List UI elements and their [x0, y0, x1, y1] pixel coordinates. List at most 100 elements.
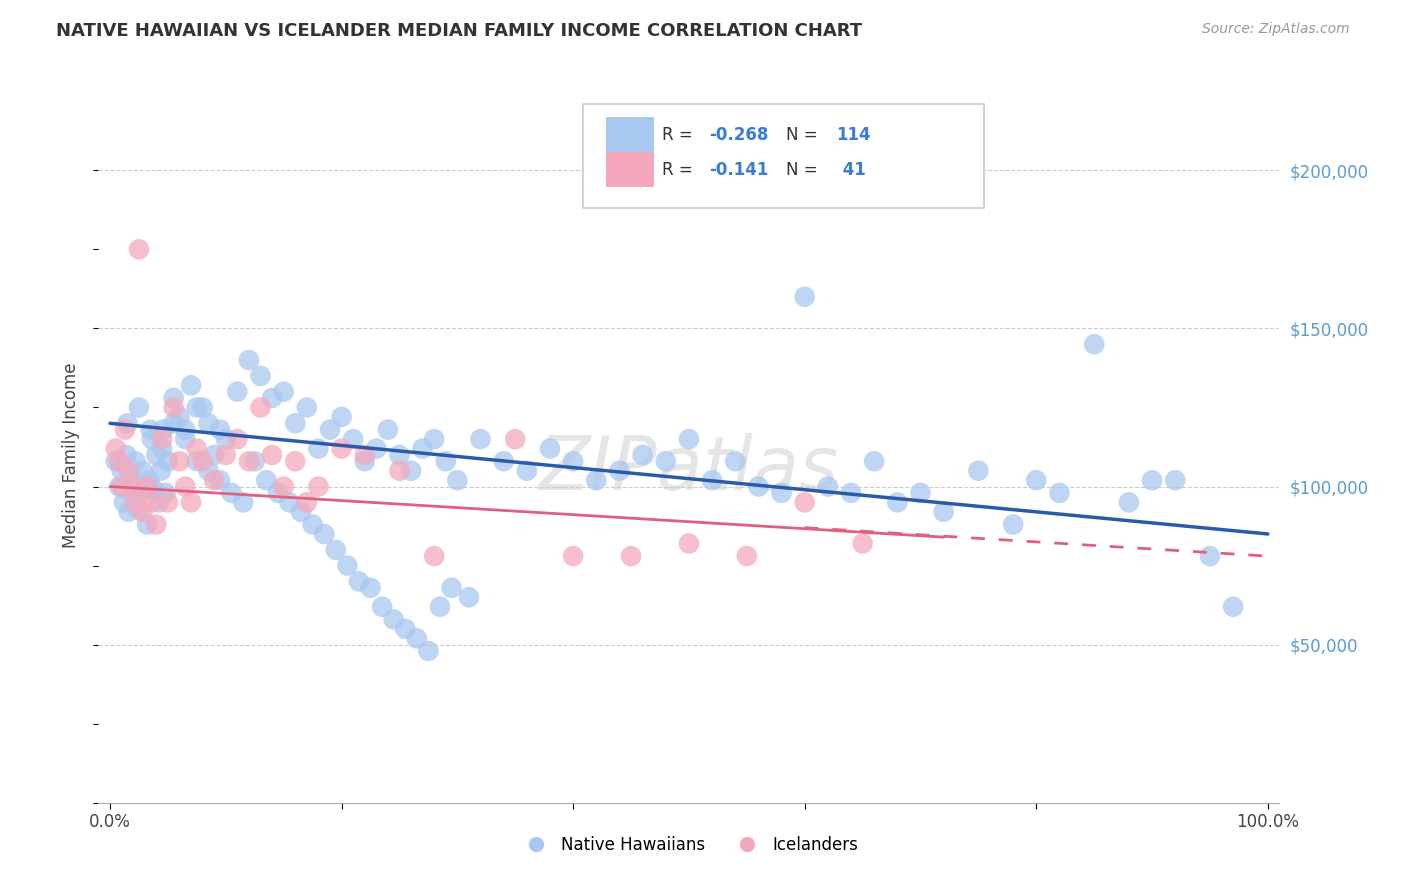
Point [148, 495, 170, 509]
Point [243, 454, 266, 468]
Point [108, 479, 131, 493]
Point [149, 464, 172, 478]
Point [197, 464, 219, 478]
Point [314, 527, 336, 541]
Point [155, 486, 177, 500]
Point [347, 574, 370, 589]
Point [249, 401, 271, 415]
Point [163, 401, 186, 415]
Point [163, 417, 186, 431]
Point [208, 423, 231, 437]
Point [117, 505, 139, 519]
Point [128, 401, 150, 415]
Point [191, 401, 214, 415]
Point [371, 599, 394, 614]
Point [360, 581, 382, 595]
Point [423, 432, 446, 446]
Point [700, 473, 723, 487]
Text: R =: R = [662, 126, 697, 144]
Point [232, 495, 254, 509]
Point [562, 454, 585, 468]
Text: NATIVE HAWAIIAN VS ICELANDER MEDIAN FAMILY INCOME CORRELATION CHART: NATIVE HAWAIIAN VS ICELANDER MEDIAN FAMI… [56, 22, 862, 40]
Point [117, 417, 139, 431]
FancyBboxPatch shape [582, 103, 984, 208]
Point [150, 432, 173, 446]
Point [249, 368, 271, 383]
Point [446, 473, 468, 487]
Point [330, 442, 353, 456]
Point [131, 464, 153, 478]
Point [1083, 337, 1105, 351]
Text: 114: 114 [837, 126, 872, 144]
Point [180, 495, 202, 509]
Point [136, 517, 159, 532]
Point [516, 464, 538, 478]
Point [852, 536, 875, 550]
Point [127, 501, 149, 516]
Point [114, 423, 136, 437]
Point [405, 632, 427, 646]
Text: R =: R = [662, 161, 697, 178]
Point [434, 454, 457, 468]
Point [330, 409, 353, 424]
Point [325, 542, 347, 557]
Point [108, 454, 131, 468]
Text: N =: N = [786, 126, 823, 144]
Point [1140, 473, 1163, 487]
Point [215, 432, 238, 446]
Point [967, 464, 990, 478]
Point [186, 454, 208, 468]
Point [503, 432, 526, 446]
Point [186, 442, 208, 456]
Point [678, 432, 700, 446]
Point [215, 448, 238, 462]
Point [131, 505, 153, 519]
Point [136, 479, 159, 493]
Point [307, 479, 329, 493]
Point [186, 401, 208, 415]
Point [156, 454, 179, 468]
Point [180, 378, 202, 392]
Point [117, 464, 139, 478]
Point [284, 454, 307, 468]
Point [655, 454, 678, 468]
Y-axis label: Median Family Income: Median Family Income [62, 362, 80, 548]
Point [124, 454, 146, 468]
Point [278, 495, 301, 509]
Point [793, 495, 815, 509]
Point [747, 479, 769, 493]
Point [319, 423, 342, 437]
Point [134, 479, 156, 493]
Point [382, 612, 405, 626]
Point [221, 486, 243, 500]
Point [284, 417, 307, 431]
Point [863, 454, 886, 468]
Point [366, 442, 388, 456]
Point [1222, 599, 1244, 614]
Point [267, 486, 290, 500]
Point [120, 470, 142, 484]
Point [932, 505, 955, 519]
Point [423, 549, 446, 563]
Point [141, 495, 163, 509]
Point [724, 454, 747, 468]
Point [129, 486, 152, 500]
Text: -0.268: -0.268 [709, 126, 769, 144]
Point [470, 432, 492, 446]
Text: Source: ZipAtlas.com: Source: ZipAtlas.com [1202, 22, 1350, 37]
Point [163, 391, 186, 405]
Point [388, 448, 411, 462]
Point [152, 423, 174, 437]
Point [562, 549, 585, 563]
Point [197, 417, 219, 431]
Point [202, 473, 225, 487]
Point [412, 442, 434, 456]
Point [295, 401, 318, 415]
Point [817, 479, 839, 493]
Point [202, 448, 225, 462]
Point [238, 353, 260, 368]
Point [145, 448, 167, 462]
Point [620, 549, 643, 563]
Point [226, 384, 249, 399]
Point [174, 423, 197, 437]
